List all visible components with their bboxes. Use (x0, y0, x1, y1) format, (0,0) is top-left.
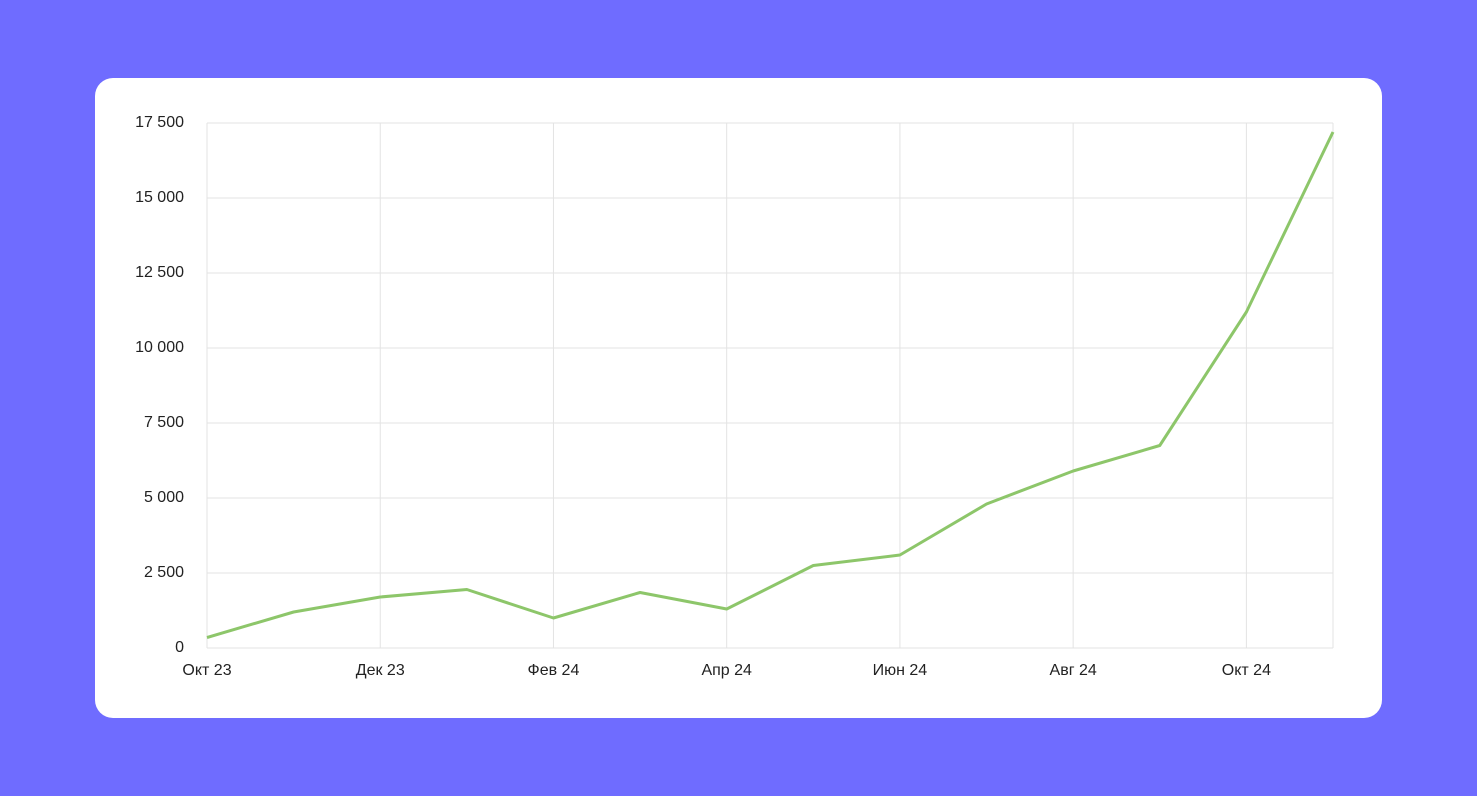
y-tick-label: 12 500 (135, 264, 184, 281)
x-tick-label: Апр 24 (701, 662, 752, 679)
y-tick-label: 0 (175, 639, 184, 656)
y-tick-label: 5 000 (144, 489, 184, 506)
y-tick-label: 2 500 (144, 564, 184, 581)
x-tick-label: Фев 24 (528, 662, 580, 679)
y-tick-label: 15 000 (135, 189, 184, 206)
card (95, 78, 1382, 718)
y-tick-label: 10 000 (135, 339, 184, 356)
y-tick-label: 17 500 (135, 114, 184, 131)
x-tick-label: Дек 23 (356, 662, 405, 679)
x-tick-label: Авг 24 (1050, 662, 1097, 679)
line-series (206, 131, 1335, 639)
x-tick-label: Июн 24 (873, 662, 928, 679)
x-tick-label: Окт 24 (1222, 662, 1271, 679)
y-tick-label: 7 500 (144, 414, 184, 431)
x-tick-label: Окт 23 (182, 662, 231, 679)
